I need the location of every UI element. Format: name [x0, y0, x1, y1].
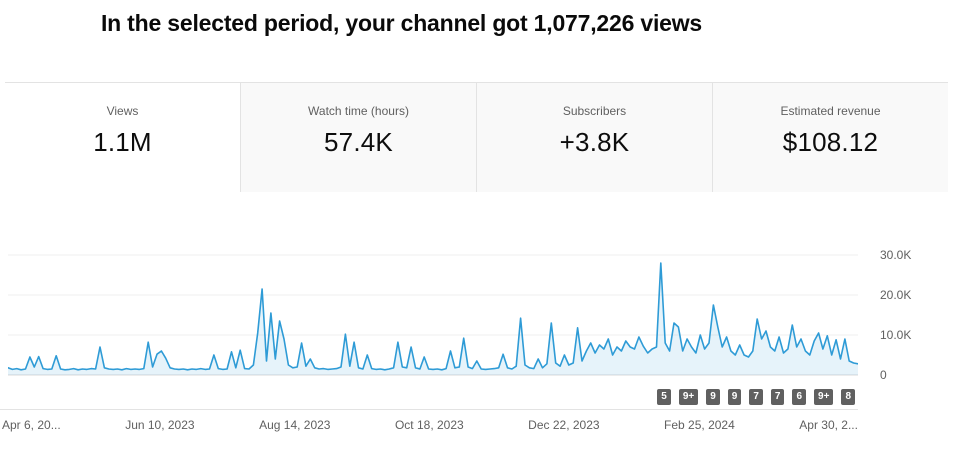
metric-card-watch-time-hours[interactable]: Watch time (hours) 57.4K [240, 83, 476, 192]
video-upload-badge[interactable]: 5 [657, 389, 671, 405]
metric-card-estimated-revenue[interactable]: Estimated revenue $108.12 [712, 83, 948, 192]
y-axis: 30.0K 20.0K 10.0K 0 [858, 237, 953, 387]
x-axis: Apr 6, 20... Jun 10, 2023 Aug 14, 2023 Oct … [0, 409, 858, 432]
video-upload-badge[interactable]: 9 [706, 389, 720, 405]
page-title: In the selected period, your channel got… [100, 10, 703, 36]
video-upload-badge[interactable]: 8 [841, 389, 855, 405]
x-axis-label: Apr 30, 2... [799, 418, 858, 432]
video-upload-badge[interactable]: 9+ [678, 389, 699, 405]
video-upload-badge[interactable]: 7 [749, 389, 763, 405]
metric-value: +3.8K [559, 127, 630, 157]
x-axis-spacer [858, 409, 953, 432]
metric-card-subscribers[interactable]: Subscribers +3.8K [476, 83, 712, 192]
video-upload-badge[interactable]: 6 [792, 389, 807, 405]
x-axis-label: Jun 10, 2023 [125, 418, 195, 432]
metric-cards: Views 1.1M Watch time (hours) 57.4K Subscrib… [5, 82, 948, 192]
x-axis-label: Dec 22, 2023 [528, 418, 600, 432]
x-axis-row: Apr 6, 20... Jun 10, 2023 Aug 14, 2023 Oct … [0, 409, 953, 432]
x-axis-label: Aug 14, 2023 [259, 418, 331, 432]
analytics-overview-page: In the selected period, your channel got… [0, 10, 953, 432]
x-axis-label: Oct 18, 2023 [394, 418, 464, 432]
metric-label: Views [106, 104, 139, 118]
video-upload-badge[interactable]: 9 [727, 389, 742, 405]
views-line-chart[interactable]: 5 9+ 9 9 7 7 6 9+ 8 [8, 237, 858, 409]
line-chart-canvas[interactable] [8, 237, 858, 387]
y-axis-label: 20.0K [880, 288, 912, 302]
video-upload-badge[interactable]: 7 [770, 389, 785, 405]
y-axis-label: 30.0K [880, 248, 912, 262]
metric-value: 57.4K [324, 127, 393, 157]
metric-label: Estimated revenue [780, 104, 881, 118]
y-axis-label: 0 [880, 368, 887, 382]
views-chart-section: 5 9+ 9 9 7 7 6 9+ 8 30.0K 20.0K 10.0K 0 Apr 6, 20..… [0, 237, 953, 432]
metric-value: $108.12 [782, 127, 879, 157]
metric-value: 1.1M [93, 127, 152, 157]
x-axis-label: Apr 6, 20... [2, 418, 61, 432]
metric-label: Watch time (hours) [308, 104, 409, 118]
x-axis-label: Feb 25, 2024 [664, 418, 735, 432]
y-axis-label: 10.0K [880, 328, 912, 342]
metric-card-views[interactable]: Views 1.1M [5, 83, 240, 192]
video-upload-badge[interactable]: 9+ [814, 389, 834, 405]
metric-label: Subscribers [562, 104, 627, 118]
upload-badges-row: 5 9+ 9 9 7 7 6 9+ 8 [657, 389, 855, 405]
chart-plot-row: 5 9+ 9 9 7 7 6 9+ 8 30.0K 20.0K 10.0K 0 [0, 237, 953, 409]
